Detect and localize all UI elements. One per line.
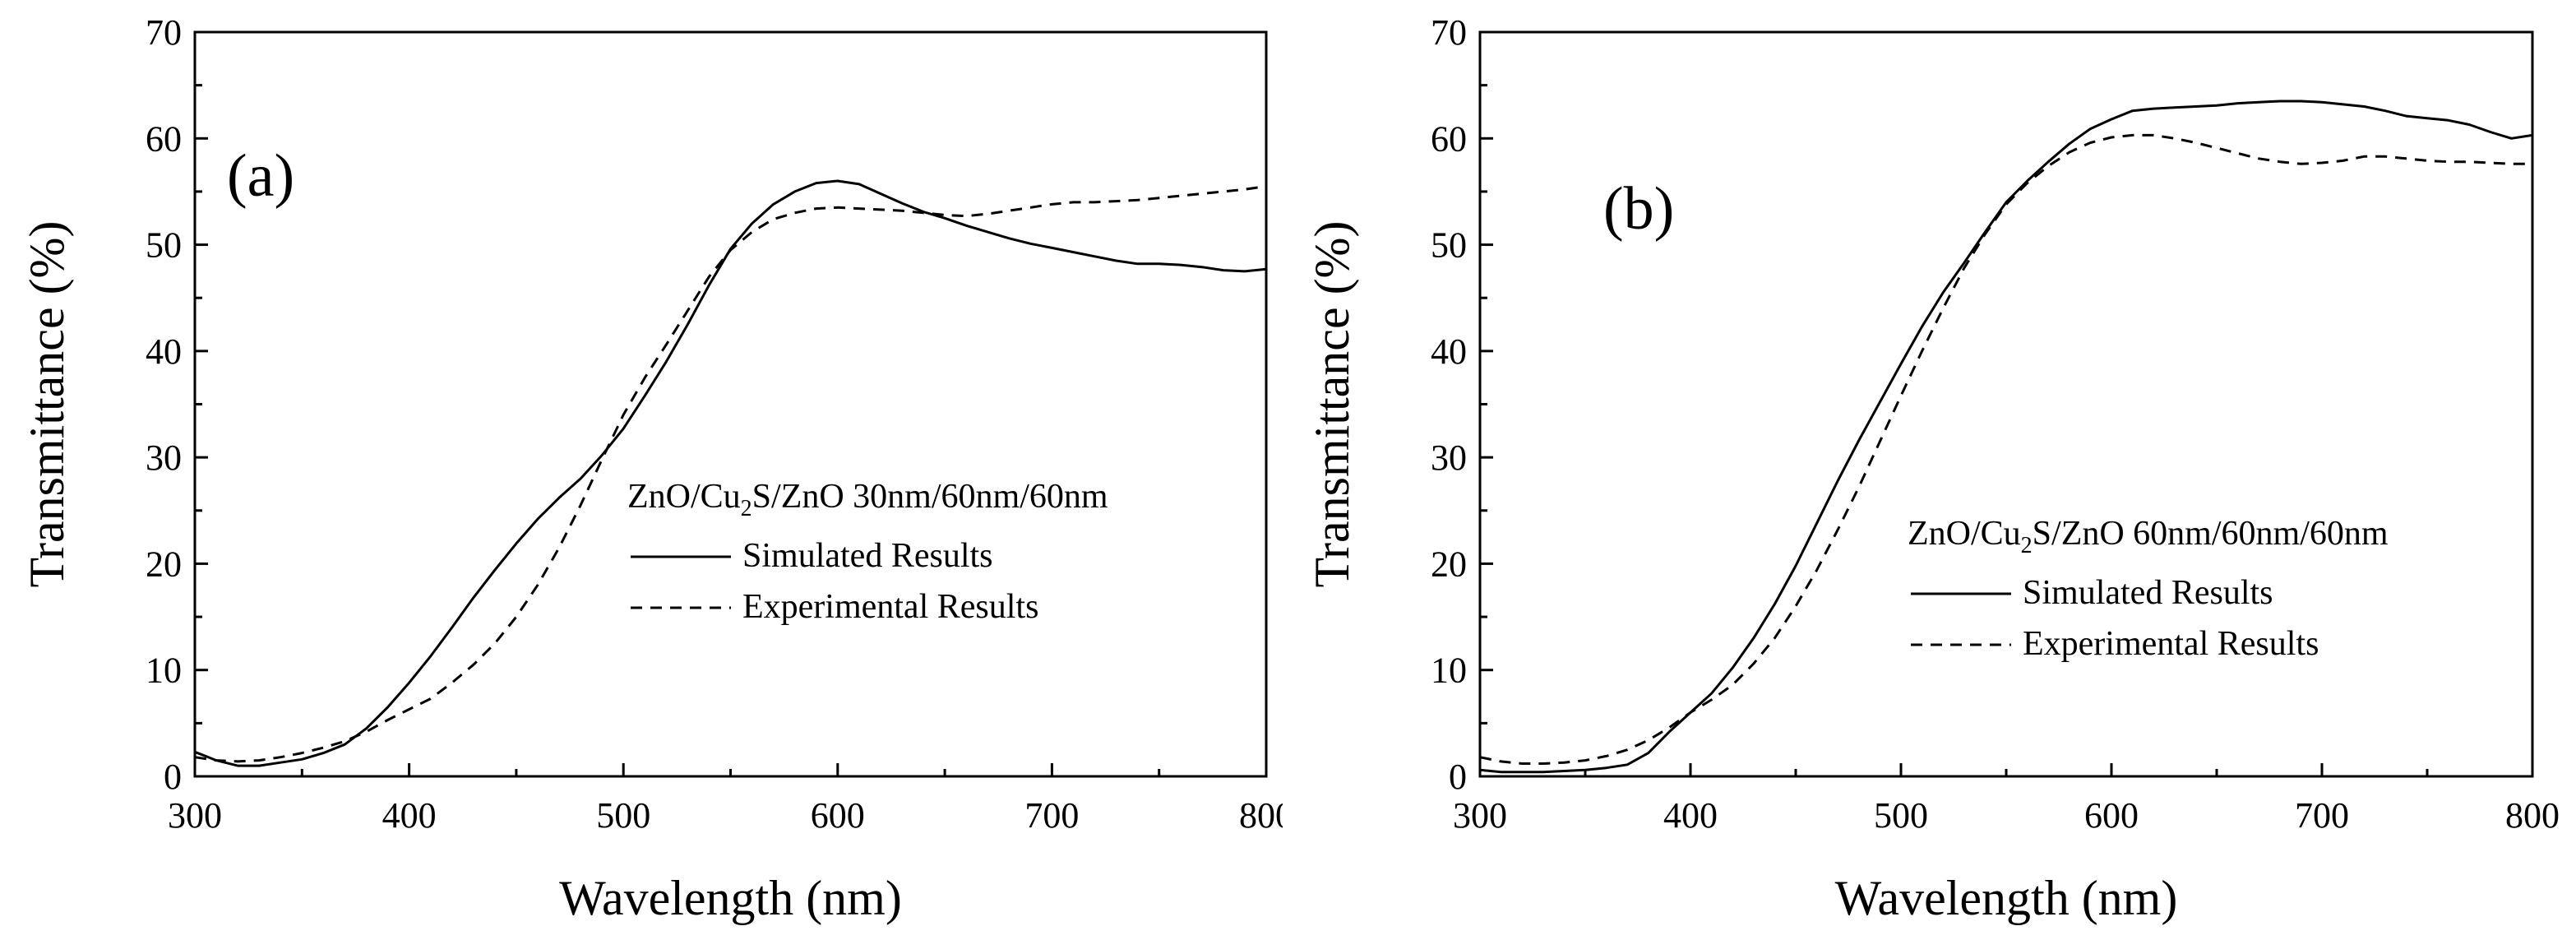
chart-1-y-tick-label: 70	[1431, 12, 1467, 53]
chart-1-y-tick-label: 30	[1431, 438, 1467, 478]
chart-0-x-tick-label: 600	[811, 795, 865, 836]
chart-1-panel-label: (b)	[1603, 175, 1674, 243]
chart-1-x-tick-label: 400	[1663, 795, 1718, 836]
chart-0-plot-frame	[193, 30, 1268, 778]
chart-1-y-tick-label: 0	[1449, 757, 1467, 797]
chart-1-plot-frame	[1478, 30, 2534, 778]
chart-1-series-simulated-line	[1479, 100, 2533, 774]
chart-0-y-tick-label: 50	[146, 225, 182, 266]
chart-0-x-tick-label: 700	[1024, 795, 1079, 836]
chart-1-x-tick-label: 700	[2295, 795, 2349, 836]
chart-0-y-tick-label: 10	[146, 651, 182, 691]
chart-1-y-tick-label: 20	[1431, 544, 1467, 584]
chart-1-x-axis-label: Wavelength (nm)	[1835, 871, 2178, 925]
chart-0-x-axis-label: Wavelength (nm)	[559, 871, 902, 925]
chart-svg-1: 300 400 500 600 700 800 0 10 20 30 40 50 60 70 Wavelen…	[1305, 12, 2560, 925]
chart-1-series-experimental-line	[1479, 133, 2532, 765]
chart-0-y-tick-label: 30	[146, 438, 182, 478]
chart-1-x-tick-label: 800	[2505, 795, 2560, 836]
chart-0-y-tick-label: 60	[146, 118, 182, 159]
chart-svg-0: 300 400 500 600 700 800 0 10 20 30 40 50 60 70 Wavelen…	[20, 12, 1283, 925]
chart-0-series-simulated-line	[194, 179, 1267, 767]
chart-0-legend-label-experimental: Experimental Results	[742, 588, 1038, 626]
chart-0-y-axis-label: Transmittance (%)	[20, 220, 74, 587]
chart-1-legend-title: ZnO/Cu2S/ZnO 60nm/60nm/60nm	[1908, 515, 2389, 558]
chart-panel-a: 300 400 500 600 700 800 0 10 20 30 40 50 60 70 Wavelen…	[0, 0, 1283, 940]
chart-0-legend-title: ZnO/Cu2S/ZnO 30nm/60nm/60nm	[627, 478, 1108, 521]
chart-1-x-tick-label: 600	[2084, 795, 2139, 836]
chart-0-y-tick-label: 0	[164, 757, 182, 797]
chart-0-x-tick-label: 300	[168, 795, 222, 836]
chart-0-y-tick-label: 70	[146, 12, 182, 53]
chart-panel-b: 300 400 500 600 700 800 0 10 20 30 40 50 60 70 Wavelen…	[1283, 0, 2576, 940]
chart-1-x-tick-label: 500	[1874, 795, 1928, 836]
chart-0-legend-label-simulated: Simulated Results	[742, 537, 993, 575]
chart-0-x-tick-label: 800	[1239, 795, 1283, 836]
chart-0-x-tick-label: 500	[596, 795, 650, 836]
chart-0-x-tick-label: 400	[382, 795, 437, 836]
chart-1-legend-label-experimental: Experimental Results	[2023, 625, 2319, 663]
chart-1-x-tick-label: 300	[1453, 795, 1507, 836]
chart-1-y-axis-label: Transmittance (%)	[1305, 220, 1359, 587]
chart-0-y-tick-label: 20	[146, 544, 182, 584]
chart-0-y-tick-label: 40	[146, 331, 182, 372]
chart-1-y-tick-label: 60	[1431, 118, 1467, 159]
chart-1-legend-label-simulated: Simulated Results	[2023, 574, 2273, 612]
chart-1-y-tick-label: 10	[1431, 651, 1467, 691]
chart-0-series-experimental-line	[194, 185, 1267, 763]
chart-1-y-tick-label: 50	[1431, 225, 1467, 266]
chart-1-y-tick-label: 40	[1431, 331, 1467, 372]
chart-0-panel-label: (a)	[227, 142, 294, 210]
